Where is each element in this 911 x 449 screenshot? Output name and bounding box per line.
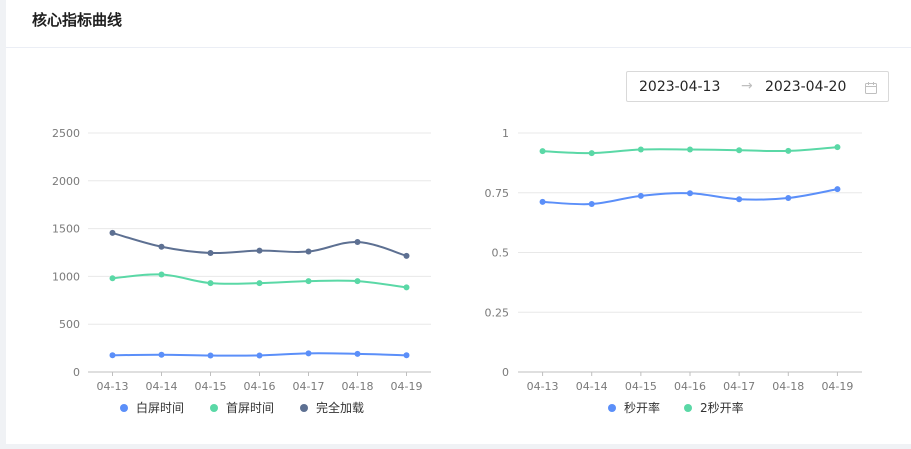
- data-point: [109, 229, 116, 236]
- data-point: [158, 271, 165, 278]
- x-tick-label: 04-16: [244, 380, 276, 393]
- y-tick-label: 1500: [52, 223, 80, 236]
- x-tick-label: 04-14: [146, 380, 178, 393]
- y-tick-label: 1: [502, 127, 509, 140]
- x-tick-label: 04-16: [674, 380, 706, 393]
- data-point: [539, 148, 546, 155]
- date-range-picker[interactable]: 2023-04-13 → 2023-04-20: [626, 71, 889, 102]
- data-point: [158, 351, 165, 358]
- legend-marker: [210, 404, 218, 412]
- data-point: [158, 243, 165, 250]
- data-point: [403, 352, 410, 359]
- data-point: [305, 278, 312, 285]
- data-point: [588, 200, 595, 207]
- data-point: [354, 350, 361, 357]
- data-point: [588, 150, 595, 157]
- x-tick-label: 04-18: [772, 380, 804, 393]
- legend-label: 2秒开率: [700, 400, 744, 415]
- y-tick-label: 500: [59, 318, 80, 331]
- data-point: [305, 350, 312, 357]
- data-point: [109, 275, 116, 282]
- data-point: [637, 192, 644, 199]
- data-point: [207, 352, 214, 359]
- y-tick-label: 0.5: [492, 247, 510, 260]
- calendar-icon[interactable]: [864, 80, 878, 99]
- data-point: [403, 252, 410, 259]
- legend-marker: [120, 404, 128, 412]
- card-header: 核心指标曲线: [6, 0, 911, 48]
- legend-label: 首屏时间: [226, 401, 274, 415]
- x-tick-label: 04-19: [821, 380, 853, 393]
- data-point: [785, 195, 792, 202]
- data-point: [256, 280, 263, 287]
- x-tick-label: 04-14: [576, 380, 608, 393]
- x-tick-label: 04-17: [723, 380, 755, 393]
- data-point: [207, 280, 214, 287]
- x-tick-label: 04-15: [195, 380, 227, 393]
- data-point: [256, 352, 263, 359]
- page-title: 核心指标曲线: [32, 11, 123, 29]
- x-tick-label: 04-17: [293, 380, 325, 393]
- data-point: [403, 284, 410, 291]
- data-point: [207, 249, 214, 256]
- data-point: [354, 238, 361, 245]
- x-tick-label: 04-18: [342, 380, 374, 393]
- start-date-input[interactable]: 2023-04-13: [639, 79, 721, 95]
- data-point: [736, 147, 743, 154]
- range-separator: →: [741, 78, 753, 94]
- data-point: [687, 190, 693, 197]
- x-tick-label: 04-13: [97, 380, 129, 393]
- data-point: [834, 144, 841, 151]
- data-point: [305, 248, 312, 255]
- y-tick-label: 2500: [52, 127, 80, 140]
- end-date-input[interactable]: 2023-04-20: [765, 79, 847, 95]
- y-tick-label: 0: [502, 366, 509, 379]
- y-tick-label: 0.75: [485, 187, 510, 200]
- data-point: [785, 147, 792, 154]
- y-tick-label: 1000: [52, 270, 80, 283]
- data-point: [109, 352, 116, 359]
- y-tick-label: 0: [73, 366, 80, 379]
- x-tick-label: 04-13: [527, 380, 559, 393]
- legend-marker: [684, 404, 692, 412]
- y-tick-label: 2000: [52, 175, 80, 188]
- data-point: [834, 186, 841, 193]
- data-point: [736, 196, 743, 203]
- x-tick-label: 04-19: [391, 380, 423, 393]
- data-point: [539, 198, 546, 205]
- y-tick-label: 0.25: [485, 306, 510, 319]
- metrics-card: 核心指标曲线 2023-04-13 → 2023-04-20: [6, 0, 911, 444]
- data-point: [256, 247, 263, 254]
- data-point: [687, 146, 693, 153]
- data-point: [354, 278, 361, 285]
- legend-label: 完全加载: [316, 400, 364, 415]
- legend-marker: [300, 404, 308, 412]
- legend-label: 白屏时间: [136, 400, 184, 415]
- legend-label: 秒开率: [624, 400, 660, 415]
- data-point: [637, 146, 644, 153]
- x-tick-label: 04-15: [625, 380, 657, 393]
- legend-marker: [608, 404, 616, 412]
